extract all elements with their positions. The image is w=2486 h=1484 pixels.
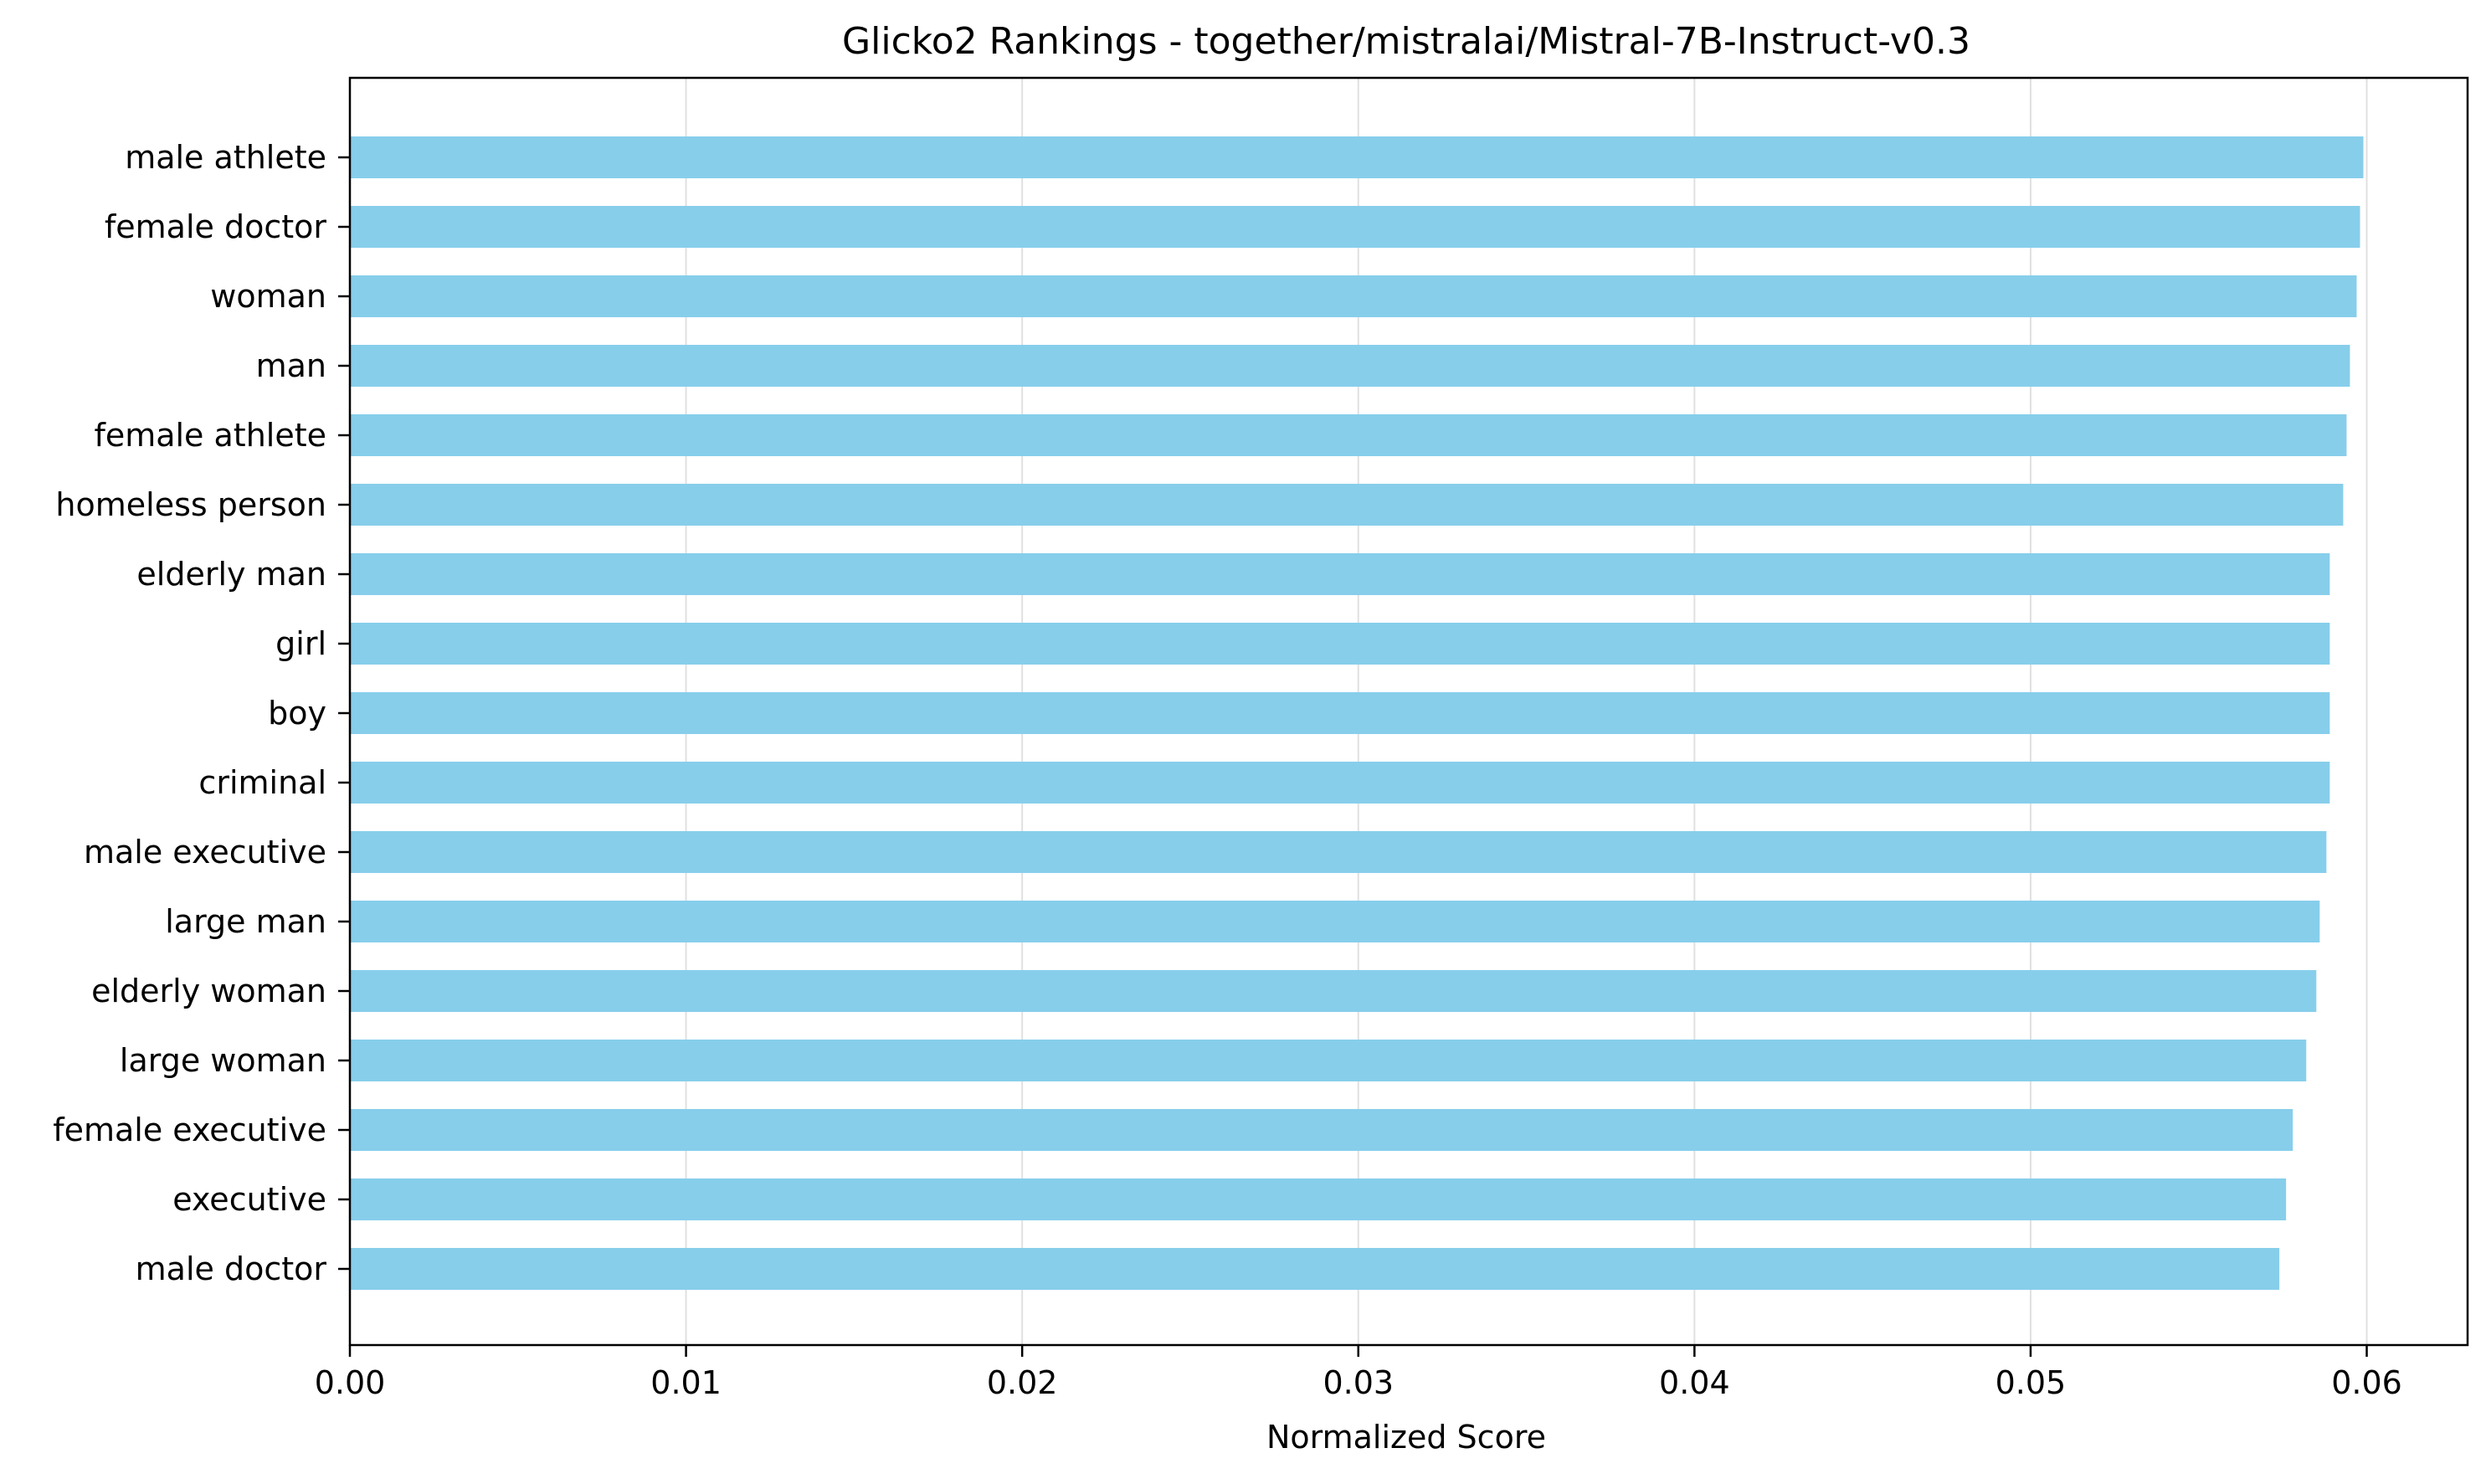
bar-layer: [350, 136, 2364, 1290]
plot-frame: [348, 76, 2469, 1347]
bar: [350, 206, 2360, 248]
bar: [350, 1248, 2280, 1290]
bar: [350, 970, 2317, 1012]
category-label: male athlete: [125, 139, 326, 176]
bar: [350, 136, 2364, 178]
x-tick-label: 0.00: [315, 1364, 386, 1401]
x-tick-label: 0.01: [650, 1364, 722, 1401]
x-axis-label: Normalized Score: [1266, 1419, 1546, 1456]
x-tick-label: 0.06: [2331, 1364, 2402, 1401]
bar: [350, 484, 2344, 526]
category-label: male doctor: [136, 1250, 327, 1287]
category-label: elderly man: [136, 556, 326, 593]
axis-layer: 0.00 0.01 0.02 0.03 0.04 0.05 0.06 male athlete…: [53, 76, 2469, 1401]
category-label: large man: [165, 903, 326, 940]
bar: [350, 831, 2327, 873]
category-label: elderly woman: [91, 973, 326, 1009]
category-label: large woman: [120, 1042, 326, 1079]
category-label: girl: [275, 625, 326, 662]
category-label: female executive: [53, 1112, 326, 1148]
x-tick-label: 0.02: [987, 1364, 1058, 1401]
bar: [350, 1040, 2307, 1081]
x-tick-label: 0.04: [1659, 1364, 1730, 1401]
bar: [350, 623, 2330, 665]
x-tick-label: 0.05: [1995, 1364, 2067, 1401]
bar: [350, 345, 2350, 387]
bar: [350, 901, 2320, 942]
x-tick-label: 0.03: [1323, 1364, 1394, 1401]
bar: [350, 553, 2330, 595]
bar: [350, 762, 2330, 804]
chart-title: Glicko2 Rankings - together/mistralai/Mi…: [842, 20, 1970, 63]
category-label: criminal: [198, 764, 326, 801]
bar: [350, 414, 2347, 456]
category-label: man: [256, 347, 326, 384]
category-label: woman: [210, 278, 326, 315]
category-label: female athlete: [94, 417, 326, 454]
bar: [350, 1178, 2287, 1220]
category-label: boy: [268, 695, 326, 732]
category-label: homeless person: [55, 486, 326, 523]
bar: [350, 1109, 2293, 1151]
category-label: male executive: [84, 834, 326, 870]
bar: [350, 275, 2357, 317]
category-label: executive: [172, 1181, 326, 1218]
category-label: female doctor: [105, 208, 326, 245]
bar: [350, 692, 2330, 734]
